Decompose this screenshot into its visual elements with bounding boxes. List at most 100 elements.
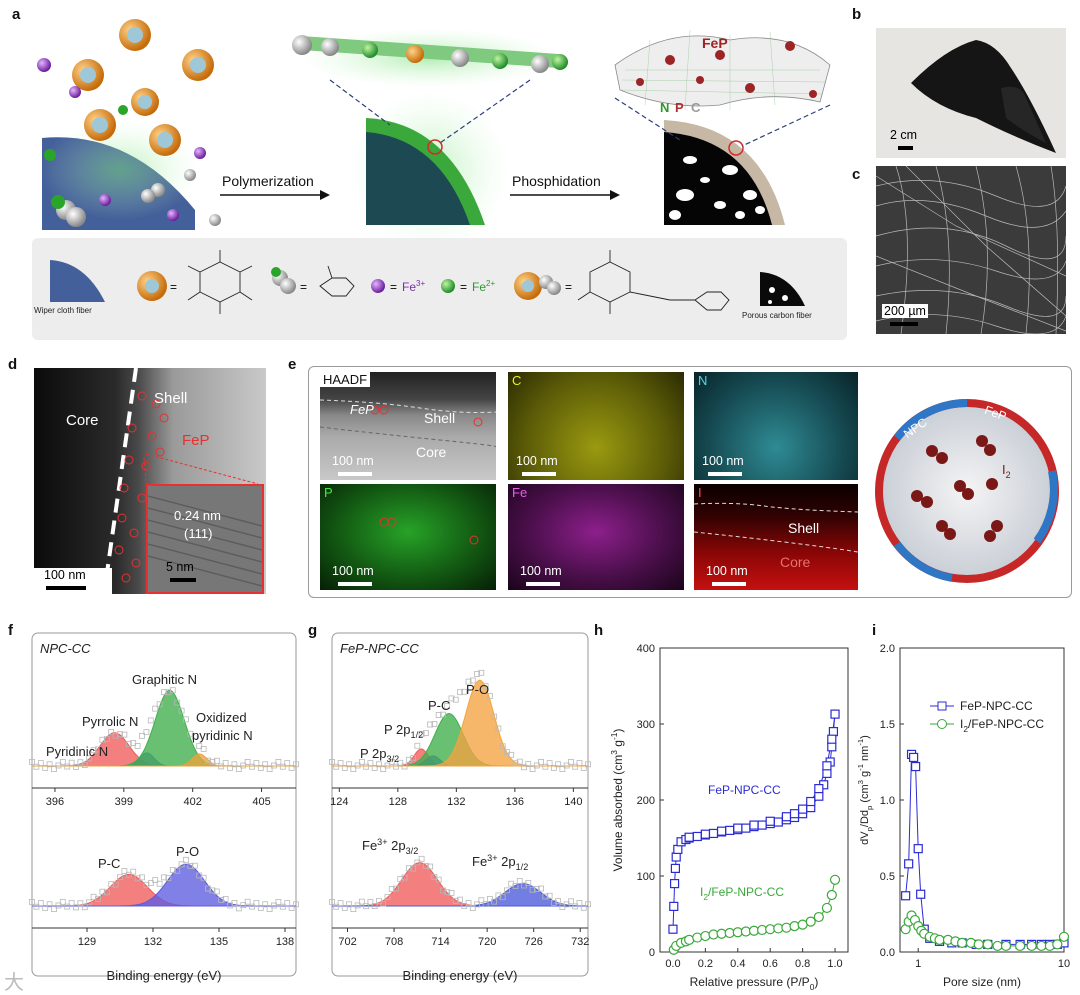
x-axis-title: Binding energy (eV) xyxy=(403,968,518,983)
xps-raw-point xyxy=(240,902,247,909)
data-point xyxy=(916,889,926,899)
xps-raw-point xyxy=(495,892,502,899)
xps-raw-point xyxy=(37,900,44,906)
xps-raw-point xyxy=(152,877,159,883)
x-tick-label: 1 xyxy=(915,958,921,970)
xps-raw-point xyxy=(205,757,211,764)
fe3-ion-icon xyxy=(37,58,206,221)
x-tick-label: 140 xyxy=(564,796,582,808)
arrow-phosphidation-label: Phosphidation xyxy=(512,173,601,189)
data-point xyxy=(741,823,751,833)
series-label-fep: FeP-NPC-CC xyxy=(708,783,781,797)
xps-raw-point xyxy=(435,712,442,718)
xps-raw-point xyxy=(405,756,412,763)
xps-raw-point xyxy=(125,741,132,747)
x-tick-label: 124 xyxy=(330,796,348,808)
panel-label-b: b xyxy=(852,6,862,23)
core-label: Core xyxy=(66,412,99,429)
x-tick-label: 0.0 xyxy=(665,958,680,970)
data-point xyxy=(798,804,808,814)
xps-raw-point xyxy=(231,900,238,906)
tile-title: HAADF xyxy=(320,372,371,387)
x-tick-label: 405 xyxy=(252,796,270,808)
x-tick-label: 135 xyxy=(210,936,228,948)
panel-b-photo: 2 cm xyxy=(876,28,1066,158)
scale-bar xyxy=(522,472,556,476)
equals-sign: = xyxy=(565,280,572,294)
data-point xyxy=(765,816,775,826)
panel-e-frame xyxy=(308,366,1072,598)
xps-raw-point xyxy=(491,713,498,720)
xps-raw-point xyxy=(401,874,408,881)
panel-c-sem: 200 µm xyxy=(876,166,1066,334)
x-tick-label: 402 xyxy=(184,796,202,808)
y-tick-label: 100 xyxy=(637,871,655,883)
x-tick-label: 0.8 xyxy=(795,958,810,970)
npc-p-label: P xyxy=(675,100,684,115)
xps-raw-point xyxy=(55,902,62,909)
peak-label-fe2p12: Fe3+ 2p1/2 xyxy=(472,853,528,872)
xps-raw-point xyxy=(329,758,335,765)
data-point xyxy=(830,709,840,719)
xps-raw-point xyxy=(422,730,429,737)
data-point xyxy=(982,939,993,950)
inset-scale-bar xyxy=(170,578,196,582)
xps-raw-point xyxy=(284,760,291,767)
xps-raw-point xyxy=(478,669,485,676)
data-point xyxy=(827,742,837,752)
scale-bar xyxy=(898,146,913,150)
xps-raw-point xyxy=(354,762,361,769)
xps-raw-point xyxy=(46,761,53,768)
scale-label: 200 µm xyxy=(882,304,928,318)
xps-raw-point xyxy=(405,865,412,872)
xps-raw-point xyxy=(572,903,579,910)
phytic-structure-icon xyxy=(187,250,253,314)
xps-raw-point xyxy=(143,881,150,888)
xps-raw-point xyxy=(187,863,194,869)
data-point xyxy=(700,930,711,942)
xps-raw-point xyxy=(95,895,101,902)
xps-raw-point xyxy=(414,742,421,749)
xps-raw-point xyxy=(546,760,553,766)
xps-raw-point xyxy=(275,898,282,905)
x-axis-title: Relative pressure (P/P0) xyxy=(690,975,819,992)
scale-bar xyxy=(338,472,372,476)
xps-raw-point xyxy=(546,892,553,899)
x-tick-label: 129 xyxy=(78,936,96,948)
xps-raw-point xyxy=(68,759,75,766)
xps-raw-point xyxy=(191,862,198,869)
y-tick-label: 300 xyxy=(637,719,655,731)
panel-frame xyxy=(331,632,589,977)
peak-label-graphitic: Graphitic N xyxy=(132,672,197,687)
scale-bar xyxy=(526,582,560,586)
xps-raw-point xyxy=(371,903,378,909)
xps-raw-point xyxy=(346,761,352,768)
data-point xyxy=(692,932,703,943)
x-tick-label: 396 xyxy=(46,796,64,808)
xps-raw-point xyxy=(444,703,451,710)
xps-raw-point xyxy=(533,762,540,769)
xps-raw-point xyxy=(139,732,145,739)
polymer-unit-icon xyxy=(514,272,561,300)
x-axis-title: Binding energy (eV) xyxy=(107,968,222,983)
xps-raw-point xyxy=(568,758,574,765)
xps-raw-point xyxy=(178,707,185,714)
xps-raw-point xyxy=(257,904,264,911)
arrow-polymerization-label: Polymerization xyxy=(222,173,314,189)
plot-frame xyxy=(899,647,1065,953)
xps-raw-point xyxy=(147,717,154,724)
i-core-label: Core xyxy=(780,554,811,570)
data-point xyxy=(821,902,833,914)
xps-raw-point xyxy=(174,699,181,706)
xps-raw-point xyxy=(508,751,515,758)
xps-raw-point xyxy=(512,883,519,889)
xps-raw-point xyxy=(448,695,455,702)
xps-raw-point xyxy=(350,766,357,773)
xps-raw-point xyxy=(469,905,476,912)
xps-raw-point xyxy=(103,736,110,742)
xps-raw-point xyxy=(448,890,455,896)
xps-raw-point xyxy=(427,863,434,870)
xps-raw-point xyxy=(461,688,468,695)
data-point xyxy=(828,726,839,737)
xps-raw-point xyxy=(288,904,295,911)
